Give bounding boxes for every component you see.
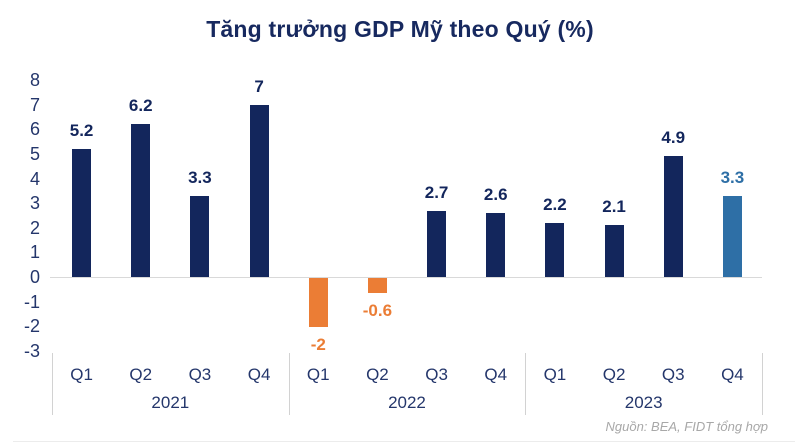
bar-value-label: 6.2 [128,96,153,116]
bar-2021-q1 [72,149,92,277]
bar-2022-q3 [427,210,447,277]
x-axis-quarter-label: Q1 [306,365,330,384]
x-axis-quarter-label: Q1 [543,365,567,384]
y-axis-tick-label: -2 [23,316,40,337]
bar-2023-q1 [545,222,565,277]
bar-2023-q2 [604,225,624,277]
y-axis-tick-label: 4 [29,168,40,189]
bar-2022-q4 [486,213,506,277]
year-group-divider [762,353,763,415]
y-axis-tick-label: -1 [23,291,40,312]
bar-value-label: 3.3 [720,167,745,187]
chart-title: Tăng trưởng GDP Mỹ theo Quý (%) [206,16,594,42]
y-axis-tick-label: 3 [29,193,40,214]
bar-value-label: 2.1 [602,197,626,217]
bar-value-label: 2.2 [543,194,567,214]
bar-2023-q3 [663,156,683,277]
bar-2023-q4 [722,195,742,277]
bar-2021-q3 [190,195,210,277]
x-axis-quarter-label: Q1 [70,365,93,384]
source-note: Nguồn: BEA, FIDT tổng hợp [605,419,769,434]
x-axis-year-label: 2023 [624,393,663,412]
y-axis-tick-label: 6 [29,119,40,140]
y-axis-tick-label: 7 [29,94,40,115]
x-axis-quarter-label: Q3 [425,365,448,384]
bar-value-label: -0.6 [362,300,393,320]
x-axis-quarter-label: Q2 [602,365,626,384]
y-axis-tick-label: 2 [29,217,40,238]
chart-bottom-border [13,441,795,442]
x-axis-quarter-label: Q2 [129,365,153,384]
x-axis-quarter-label: Q4 [721,365,744,384]
year-group-divider [52,353,53,415]
x-axis-quarter-label: Q3 [188,365,212,384]
bar-2022-q2 [367,278,387,293]
y-axis-tick-label: 5 [29,144,40,164]
x-axis-quarter-label: Q4 [247,365,271,384]
x-axis-quarter-label: Q2 [366,365,389,384]
x-axis-year-label: 2022 [388,393,426,412]
bar-value-label: 7 [254,76,264,96]
bar-2021-q2 [131,124,151,277]
x-axis-quarter-label: Q4 [484,365,508,384]
bar-value-label: 4.9 [661,128,686,148]
y-axis-tick-label: 1 [29,242,40,263]
bar-value-label: 2.7 [424,182,449,202]
bar-value-label: -2 [310,335,326,355]
bar-value-label: 5.2 [69,121,94,141]
y-axis-tick-label: 0 [29,267,40,287]
bar-value-label: 3.3 [188,167,212,187]
bar-2021-q4 [249,104,269,277]
x-axis-year-label: 2021 [151,393,190,412]
bar-value-label: 2.6 [483,185,508,205]
y-axis-tick-label: 8 [29,70,40,91]
year-group-divider [525,353,527,415]
y-axis-tick-label: -3 [23,340,40,361]
year-group-divider [288,353,290,415]
zero-gridline [50,277,762,278]
bar-2022-q1 [308,278,328,328]
x-axis-quarter-label: Q3 [661,365,685,384]
